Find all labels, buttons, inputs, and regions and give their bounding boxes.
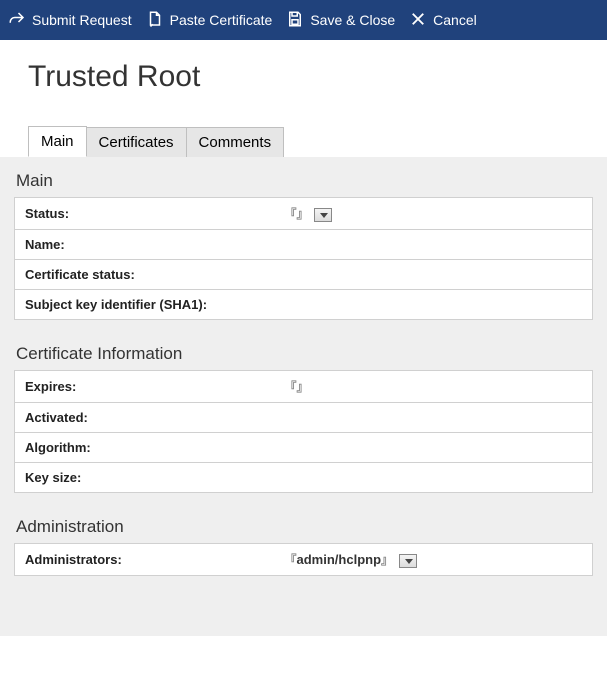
submit-request-label: Submit Request	[32, 12, 132, 28]
expires-value[interactable]: 『』	[275, 371, 593, 403]
cancel-button[interactable]: Cancel	[409, 10, 477, 31]
field-row-algorithm: Algorithm:	[15, 433, 593, 463]
algorithm-value	[275, 433, 593, 463]
field-row-expires: Expires: 『』	[15, 371, 593, 403]
tab-certificates[interactable]: Certificates	[86, 127, 187, 157]
status-dropdown[interactable]	[314, 208, 332, 222]
section-heading-administration: Administration	[16, 517, 593, 537]
close-icon	[409, 10, 427, 31]
action-toolbar: Submit Request Paste Certificate Save & …	[0, 0, 607, 40]
status-value[interactable]: 『』	[275, 198, 593, 230]
page-title: Trusted Root	[28, 60, 579, 94]
field-row-activated: Activated:	[15, 403, 593, 433]
ski-label: Subject key identifier (SHA1):	[15, 290, 593, 320]
field-row-ski: Subject key identifier (SHA1):	[15, 290, 593, 320]
main-fields-table: Status: 『』 Name: Certificate status: Sub…	[14, 197, 593, 320]
expires-label: Expires:	[15, 371, 275, 403]
activated-value	[275, 403, 593, 433]
administrators-dropdown[interactable]	[399, 554, 417, 568]
save-close-label: Save & Close	[310, 12, 395, 28]
cert-info-table: Expires: 『』 Activated: Algorithm: Key si…	[14, 370, 593, 493]
field-row-key-size: Key size:	[15, 463, 593, 493]
administrators-value[interactable]: 『admin/hclpnp』	[275, 544, 593, 576]
cancel-label: Cancel	[433, 12, 477, 28]
field-row-status: Status: 『』	[15, 198, 593, 230]
administration-table: Administrators: 『admin/hclpnp』	[14, 543, 593, 576]
field-row-administrators: Administrators: 『admin/hclpnp』	[15, 544, 593, 576]
section-heading-main: Main	[16, 171, 593, 191]
tab-strip: Main Certificates Comments	[28, 126, 579, 157]
submit-request-button[interactable]: Submit Request	[8, 10, 132, 31]
algorithm-label: Algorithm:	[15, 433, 275, 463]
status-label: Status:	[15, 198, 275, 230]
tab-comments[interactable]: Comments	[186, 127, 285, 157]
activated-label: Activated:	[15, 403, 275, 433]
section-heading-cert-info: Certificate Information	[16, 344, 593, 364]
tab-main[interactable]: Main	[28, 126, 87, 157]
tab-content: Main Status: 『』 Name: Certificate status…	[0, 157, 607, 636]
save-close-button[interactable]: Save & Close	[286, 10, 395, 31]
key-size-value	[275, 463, 593, 493]
paste-icon	[146, 10, 164, 31]
name-label: Name:	[15, 230, 275, 260]
certificate-status-label: Certificate status:	[15, 260, 275, 290]
administrators-label: Administrators:	[15, 544, 275, 576]
field-row-name: Name:	[15, 230, 593, 260]
page-body: Trusted Root Main Certificates Comments …	[0, 40, 607, 636]
name-value[interactable]	[275, 230, 593, 260]
certificate-status-value	[275, 260, 593, 290]
key-size-label: Key size:	[15, 463, 275, 493]
save-icon	[286, 10, 304, 31]
paste-certificate-label: Paste Certificate	[170, 12, 273, 28]
field-row-certificate-status: Certificate status:	[15, 260, 593, 290]
paste-certificate-button[interactable]: Paste Certificate	[146, 10, 273, 31]
share-arrow-icon	[8, 10, 26, 31]
